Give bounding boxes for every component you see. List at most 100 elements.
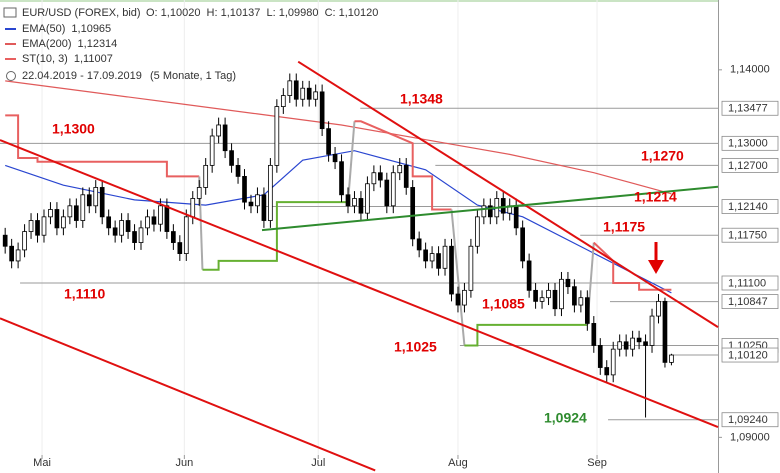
candle-body: [597, 345, 603, 368]
candle-body: [520, 227, 525, 262]
legend-value: 1,12314: [78, 38, 118, 50]
candle-body: [332, 153, 338, 163]
arrow-head: [648, 260, 664, 274]
candle-body: [584, 297, 590, 324]
level-label: 1,11100: [728, 277, 766, 289]
supertrend-line: [5, 114, 200, 178]
candle-body: [54, 209, 60, 229]
level-box: [721, 157, 779, 173]
level-label: 1,10120: [728, 349, 768, 361]
candle-body: [669, 354, 674, 363]
supertrend-line: [354, 120, 452, 211]
candle-body: [539, 297, 545, 302]
candle-body: [164, 205, 170, 232]
candle-body: [656, 300, 661, 317]
annotation: 1,0924: [544, 410, 587, 426]
candle-body: [274, 106, 280, 166]
legend-value: 1,11007: [74, 53, 113, 65]
candle-body: [112, 227, 118, 236]
candle-body: [119, 220, 124, 236]
candle-body: [572, 286, 577, 306]
candle-body: [15, 249, 21, 262]
x-tick-label: Sep: [587, 457, 607, 469]
candle-body: [125, 220, 131, 232]
candle-body: [183, 216, 189, 254]
candle-body: [410, 187, 416, 240]
level-label: 1,10847: [728, 296, 768, 308]
level-label: 1,09240: [728, 414, 768, 426]
candle-body: [436, 253, 441, 269]
st-connector: [347, 121, 356, 203]
candle-body: [203, 164, 209, 188]
candle-body: [636, 337, 642, 343]
candle-body: [455, 293, 461, 306]
candle-body: [643, 341, 648, 346]
y-tick-label: 1,14000: [730, 64, 770, 76]
candle-body: [2, 234, 8, 247]
x-tick-label: Jun: [175, 457, 193, 469]
candle-body: [429, 253, 435, 262]
annotation: 1,1214: [634, 189, 677, 205]
candle-body: [255, 194, 260, 207]
annotation: 1,1348: [400, 91, 443, 107]
candle-body: [300, 87, 306, 100]
trend-line: [0, 317, 376, 472]
candle-body: [216, 124, 221, 137]
candle-body: [48, 209, 53, 218]
candle-body: [99, 187, 105, 218]
candle-body: [610, 348, 616, 376]
candle-body: [345, 194, 351, 207]
level-label: 1,13477: [728, 103, 768, 115]
candle-body: [319, 91, 325, 130]
trend-line: [0, 139, 719, 429]
candle-body: [132, 231, 137, 243]
candle-body: [145, 216, 150, 229]
candle-body: [9, 245, 14, 262]
legend-name: EMA(200): [22, 38, 72, 50]
x-tick-label: Aug: [448, 457, 468, 469]
ohlc-text: O: 1,10020 H: 1,10137 L: 1,09980 C: 1,10…: [146, 7, 378, 19]
period-note: (5 Monate, 1 Tag): [150, 70, 236, 82]
candle-body: [533, 289, 538, 302]
candle-body: [662, 300, 668, 363]
level-label: 1,12700: [728, 160, 768, 172]
candle-body: [397, 164, 403, 174]
y-tick-label: 1,09000: [730, 431, 770, 443]
candle-body: [468, 245, 474, 291]
annotation: 1,1085: [482, 296, 525, 312]
level-label: 1,12140: [728, 201, 768, 213]
candle-body: [261, 194, 267, 221]
candle-body: [526, 260, 532, 291]
candle-body: [384, 179, 390, 207]
candle-body: [67, 205, 73, 218]
level-box: [721, 227, 779, 243]
candle-body: [106, 216, 112, 229]
legend-name: ST(10, 3): [22, 53, 68, 65]
candle-body: [235, 164, 241, 177]
candle-body: [416, 238, 422, 251]
candle-body: [86, 194, 92, 207]
indicator-line: [5, 150, 672, 294]
candle-body: [358, 198, 364, 214]
legend-value: 1,10965: [71, 23, 111, 35]
candle-body: [287, 80, 293, 96]
candle-body: [280, 95, 286, 107]
candle-body: [475, 216, 480, 247]
level-box: [721, 347, 779, 363]
annotation: 1,1110: [64, 286, 105, 302]
candle-body: [196, 187, 202, 199]
candle-body: [500, 198, 506, 214]
candle-body: [73, 205, 79, 221]
candle-body: [158, 205, 163, 225]
level-box: [721, 412, 779, 428]
candle-body: [138, 227, 144, 243]
candle-body: [268, 164, 273, 221]
candle-body: [41, 216, 47, 236]
candle-body: [242, 176, 247, 203]
price-axis: 1,14000 1,09000 1,13477 1,13000 1,12700 1,121…: [718, 0, 780, 473]
candle-body: [248, 201, 254, 207]
trend-line: [297, 60, 719, 328]
candle-body: [293, 80, 299, 100]
